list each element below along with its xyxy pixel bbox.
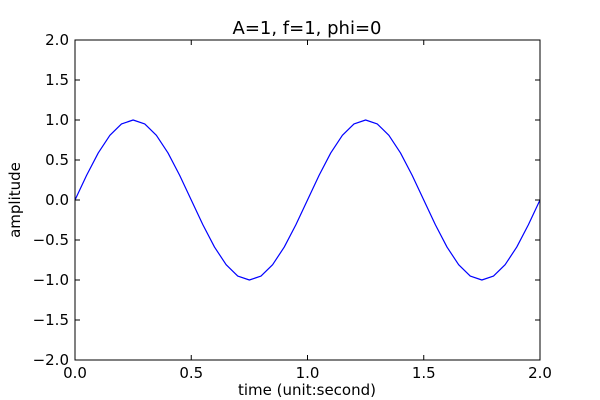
y-tick-label: 2.0 xyxy=(45,31,69,49)
chart-title: A=1, f=1, phi=0 xyxy=(233,18,382,39)
plot-area xyxy=(74,39,541,361)
y-tick-label: −2.0 xyxy=(33,351,69,369)
series-line-0 xyxy=(74,119,541,281)
y-tick-label: 0.5 xyxy=(45,151,69,169)
y-tick-label: −1.5 xyxy=(33,311,69,329)
x-tick-label: 2.0 xyxy=(528,364,552,382)
x-tick-label: 0.0 xyxy=(63,364,87,382)
x-axis-label: time (unit:second) xyxy=(238,381,376,399)
y-tick-label: 1.0 xyxy=(45,111,69,129)
x-tick-label: 1.0 xyxy=(296,364,320,382)
x-tick-label: 0.5 xyxy=(179,364,203,382)
y-axis-ticks: −2.0 −1.5 −1.0 −0.5 0.0 0.5 1.0 1.5 2.0 xyxy=(33,31,540,369)
x-tick-label: 1.5 xyxy=(412,364,436,382)
y-tick-label: −0.5 xyxy=(33,231,69,249)
x-axis-ticks: 0.0 0.5 1.0 1.5 2.0 xyxy=(63,40,552,382)
y-tick-label: −1.0 xyxy=(33,271,69,289)
y-tick-label: 0.0 xyxy=(45,191,69,209)
y-axis-label: amplitude xyxy=(6,162,24,238)
y-tick-label: 1.5 xyxy=(45,71,69,89)
